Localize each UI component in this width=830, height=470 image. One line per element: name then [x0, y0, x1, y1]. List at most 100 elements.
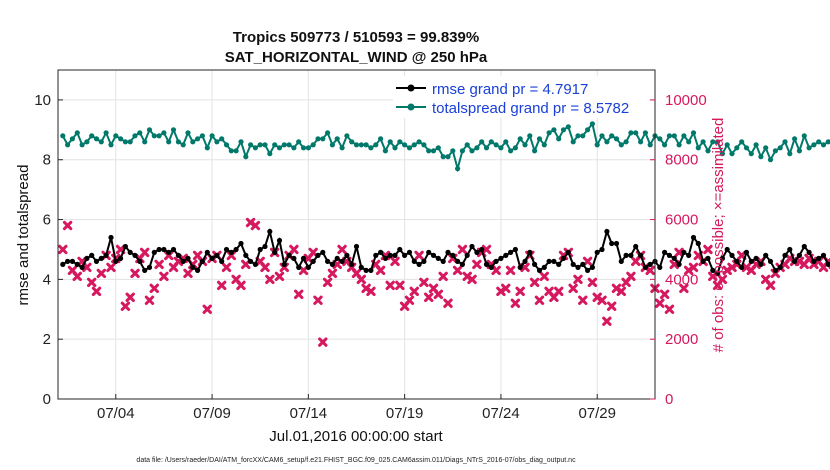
rmse-point [272, 249, 278, 255]
grid-lines [58, 70, 655, 400]
rmse-point [430, 252, 437, 258]
totalspread-point [248, 142, 254, 148]
rmse-point [657, 264, 663, 270]
obs-marker [91, 286, 102, 297]
rmse-point [252, 261, 258, 267]
obs-marker [308, 247, 318, 258]
obs-marker [327, 268, 338, 279]
totalspread-point [430, 148, 437, 154]
obs-marker [573, 274, 583, 285]
rmse-point [257, 246, 263, 253]
rmse-point [825, 261, 830, 267]
obs-marker [294, 289, 304, 300]
rmse-point [392, 252, 398, 258]
totalspread-point [238, 139, 244, 145]
rmse-point [161, 246, 167, 253]
obs-marker [597, 295, 607, 305]
obs-marker [491, 265, 501, 276]
rmse-point [286, 252, 292, 258]
rmse-point [546, 258, 552, 264]
obs-marker [554, 286, 564, 297]
rmse-point [753, 255, 759, 261]
totalspread-point [710, 139, 716, 145]
totalspread-point [166, 139, 172, 145]
rmse-point [676, 261, 682, 267]
rmse-point [705, 255, 711, 261]
obs-marker [419, 277, 429, 288]
obs-marker [510, 298, 521, 308]
rmse-point [60, 261, 66, 267]
totalspread-point [690, 130, 697, 136]
obs-marker [274, 271, 285, 282]
rmse-point [118, 255, 124, 261]
obs-marker [72, 271, 82, 282]
totalspread-point [132, 133, 138, 139]
obs-marker [674, 247, 684, 258]
rmse-point [185, 255, 191, 261]
rmse-point [320, 249, 326, 255]
obs-marker [717, 274, 728, 285]
rmse-point [325, 258, 331, 264]
obs-marker [765, 280, 776, 291]
totalspread-point [825, 139, 830, 145]
totalspread-point [426, 148, 432, 154]
totalspread-point [353, 142, 360, 148]
totalspread-point [127, 139, 133, 145]
totalspread-point [671, 133, 677, 139]
totalspread-point [180, 142, 186, 148]
rmse-point [618, 258, 624, 264]
obs-marker [120, 301, 131, 311]
totalspread-point [763, 145, 769, 151]
totalspread-point [450, 148, 456, 154]
obs-marker [58, 244, 68, 255]
totalspread-point [363, 142, 369, 148]
obs-marker [529, 277, 540, 288]
y-tick-label: 2 [43, 331, 51, 348]
obs-marker [356, 274, 367, 285]
x-tick-label: 07/14 [290, 405, 328, 422]
rmse-point [344, 252, 350, 258]
rmse-point [758, 261, 764, 267]
totalspread-point [74, 130, 80, 136]
rmse-point [532, 261, 538, 267]
rmse-point [310, 258, 316, 264]
totalspread-point [512, 145, 519, 151]
rmse-point [767, 258, 774, 264]
totalspread-point [748, 151, 754, 157]
legend-label-totalspread: totalspread grand pr = 8.5782 [432, 100, 629, 117]
rmse-point [613, 240, 620, 247]
rmse-point [792, 258, 798, 264]
totalspread-point [65, 142, 71, 148]
rmse-point [493, 258, 499, 264]
rmse-point [666, 252, 673, 258]
totalspread-point [421, 142, 427, 148]
rmse-point [358, 264, 364, 270]
rmse-point [662, 249, 668, 255]
obs-marker [703, 244, 713, 255]
totalspread-point [585, 127, 591, 133]
obs-marker [505, 265, 516, 276]
obs-marker [501, 283, 511, 294]
totalspread-line [61, 121, 830, 173]
rmse-point [435, 255, 441, 261]
rmse-point [560, 255, 567, 261]
legend-label-rmse: rmse grand pr = 4.7917 [432, 81, 588, 98]
obs-marker [645, 265, 655, 276]
obs-marker [159, 271, 169, 282]
rmse-point [777, 264, 783, 270]
rmse-point [570, 261, 576, 267]
obs-marker [154, 259, 164, 270]
rmse-point [406, 249, 413, 255]
totalspread-point [406, 145, 413, 151]
obs-marker [125, 292, 135, 303]
rmse-point [517, 264, 523, 270]
rmse-point [695, 240, 701, 247]
rmse-point [142, 267, 148, 273]
obs-marker [265, 274, 275, 285]
rmse-point [628, 252, 634, 258]
totalspread-point [719, 151, 726, 157]
totalspread-point [397, 139, 403, 145]
rmse-point [156, 246, 162, 253]
rmse-point [74, 261, 80, 267]
